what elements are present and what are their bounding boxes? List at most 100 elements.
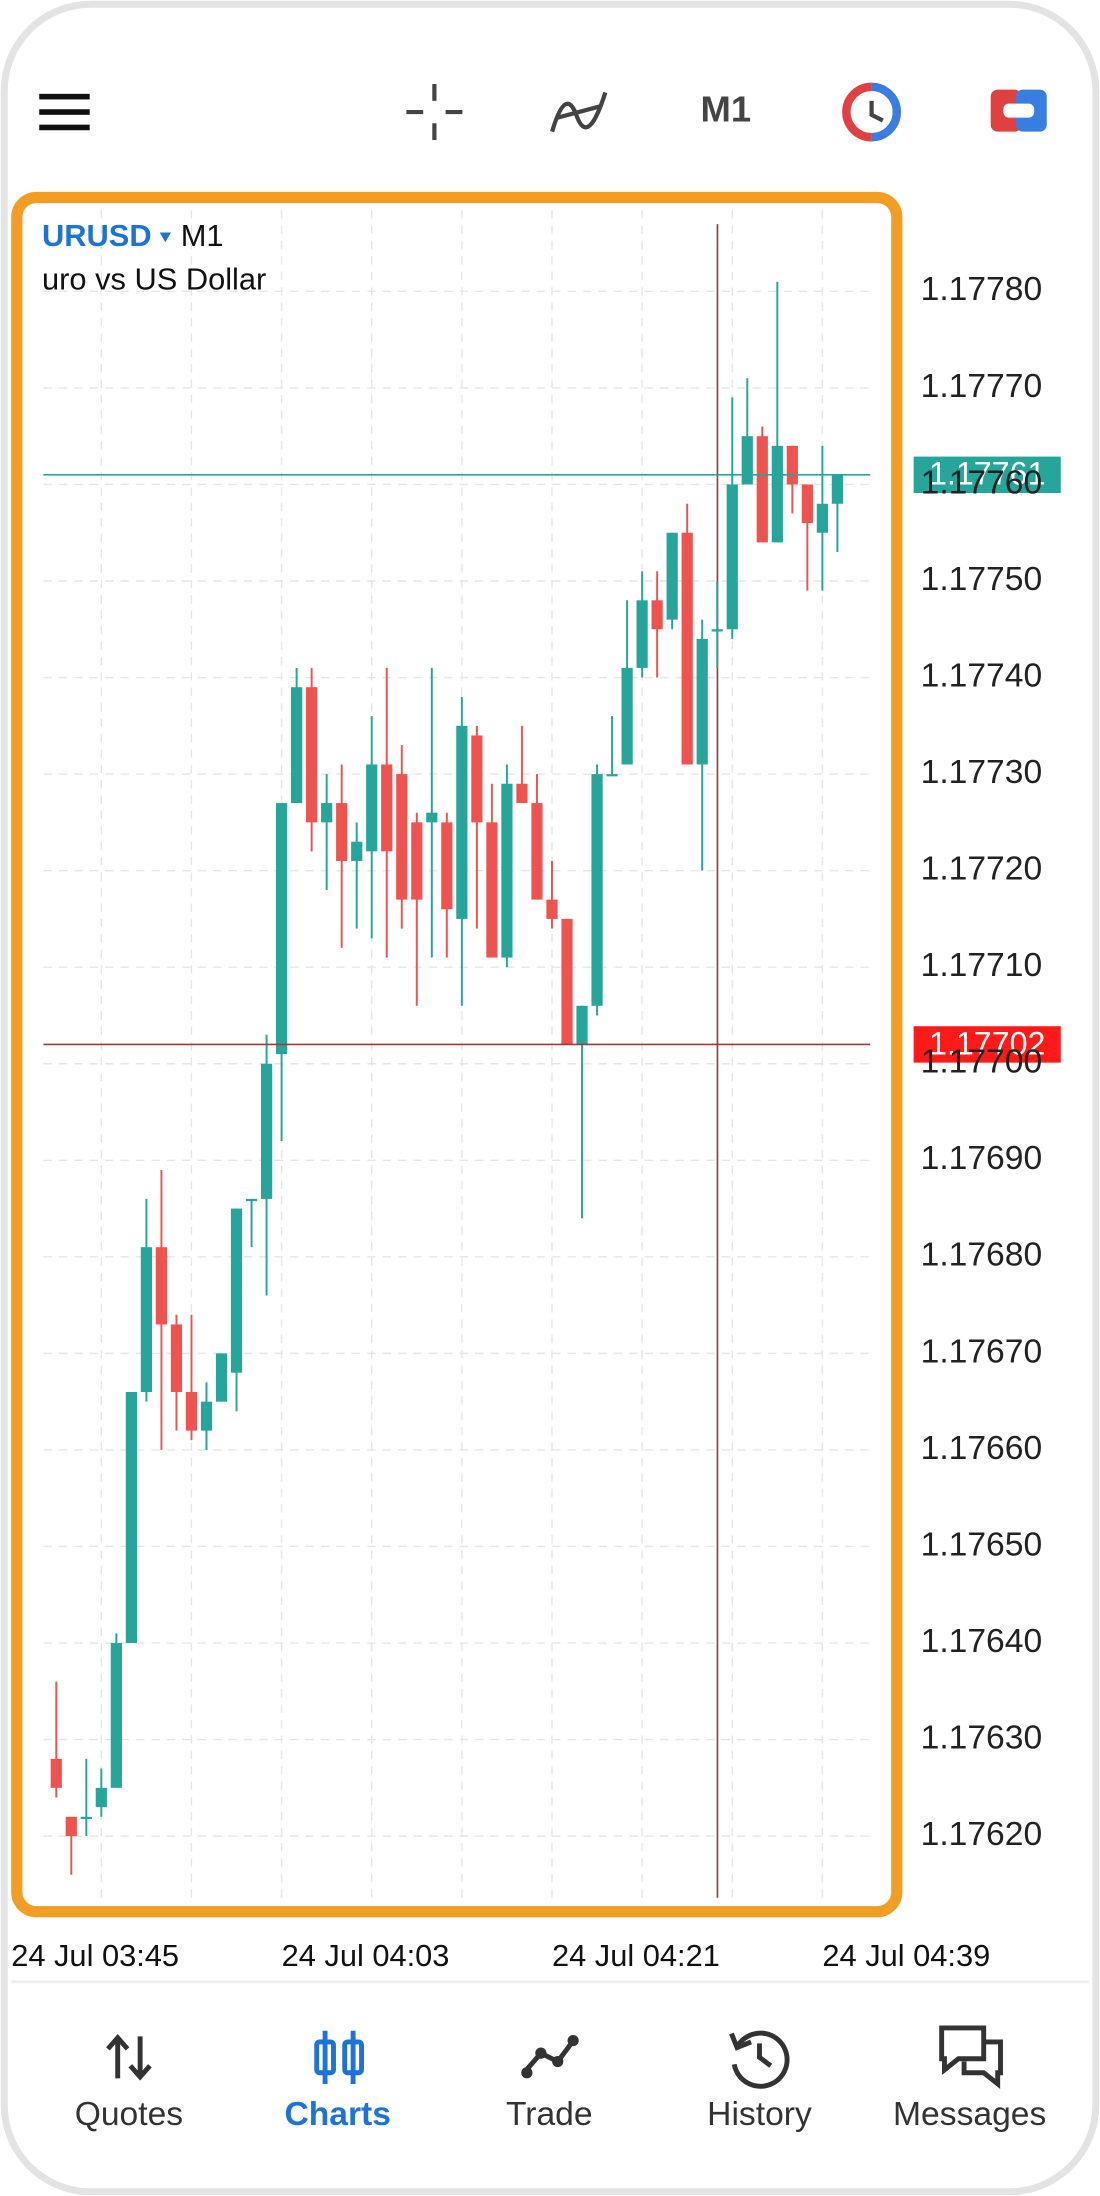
- timeframe-button[interactable]: M1: [701, 89, 752, 130]
- candle-body: [501, 783, 513, 958]
- y-tick-label: 1.17770: [921, 368, 1043, 405]
- candle-body: [426, 812, 438, 823]
- candle-body: [155, 1247, 168, 1325]
- candle-body: [366, 764, 378, 852]
- candle-body: [726, 484, 738, 630]
- charts-icon[interactable]: [314, 2030, 364, 2084]
- icon-dot: [567, 2034, 579, 2047]
- trade-icon[interactable]: [521, 2034, 579, 2079]
- nav-label[interactable]: Messages: [893, 2096, 1046, 2133]
- icon-dot: [535, 2047, 547, 2059]
- nav-label[interactable]: Trade: [506, 2096, 593, 2133]
- y-tick-label: 1.17710: [921, 947, 1043, 984]
- y-tick-label: 1.17750: [921, 561, 1043, 598]
- price-tag-label: 1.17702: [929, 1025, 1046, 1061]
- candle-body: [591, 774, 603, 1006]
- candle-body: [786, 445, 798, 485]
- candle-body: [621, 667, 633, 765]
- price-lines: 1.17761 1.17702: [43, 456, 1061, 1063]
- candle-body: [125, 1392, 137, 1644]
- icon-path: [939, 2025, 987, 2076]
- icon-dot: [552, 2055, 564, 2068]
- candle-body: [741, 436, 753, 485]
- icon-dot: [521, 2067, 533, 2079]
- indicators-button[interactable]: [550, 91, 608, 133]
- x-tick-label: 24 Jul 04:03: [282, 1938, 450, 1973]
- account-button[interactable]: [990, 89, 1047, 132]
- candle-body: [666, 532, 678, 620]
- candle-body: [831, 474, 844, 504]
- highlight-frame: [11, 191, 903, 1918]
- candle-body: [516, 783, 528, 804]
- candle-body: [396, 774, 408, 900]
- axes: 1.17620 1.17630 1.17640 1.17650 1.17660 1.176…: [11, 271, 1042, 1973]
- candle-body: [456, 725, 468, 919]
- nav-label[interactable]: Quotes: [75, 2096, 183, 2133]
- bottom-nav: Quotes Charts Trade History Messages: [75, 2025, 1046, 2133]
- menu-bar: [39, 124, 90, 131]
- candle-body: [140, 1247, 153, 1393]
- icon-path: [961, 2039, 1003, 2090]
- candle-body: [80, 1816, 92, 1820]
- candle-body: [306, 687, 318, 823]
- y-tick-label: 1.17720: [921, 851, 1043, 888]
- x-tick-label: 24 Jul 03:45: [11, 1938, 179, 1973]
- candle-body: [576, 1005, 588, 1045]
- candle-body: [696, 638, 708, 765]
- candle-body: [651, 600, 663, 630]
- candle-body: [681, 532, 693, 765]
- y-tick-label: 1.17730: [921, 754, 1043, 791]
- candle-body: [65, 1816, 77, 1837]
- candle-body: [260, 1063, 273, 1199]
- y-tick-label: 1.17670: [921, 1333, 1043, 1370]
- candle-body: [50, 1758, 62, 1788]
- y-tick-label: 1.17740: [921, 657, 1043, 694]
- trade-button[interactable]: [842, 82, 901, 142]
- icon-slot: [1003, 103, 1035, 118]
- y-tick-label: 1.17680: [921, 1237, 1043, 1274]
- menu-bar: [39, 109, 90, 115]
- price-tag-label: 1.17761: [929, 456, 1046, 492]
- x-tick-label: 24 Jul 04:39: [822, 1938, 990, 1973]
- y-tick-label: 1.17780: [921, 271, 1043, 308]
- candle-body: [215, 1353, 228, 1402]
- candle-body: [291, 687, 303, 804]
- icon-hand: [869, 100, 884, 123]
- y-tick-label: 1.17630: [921, 1719, 1043, 1756]
- chart-subtitle: uro vs US Dollar: [42, 262, 266, 297]
- grid: [43, 210, 871, 1898]
- quotes-icon[interactable]: [106, 2034, 152, 2081]
- y-tick-label: 1.17660: [921, 1430, 1043, 1467]
- icon-path: [522, 2037, 577, 2075]
- symbol-dropdown[interactable]: [159, 232, 171, 243]
- nav-label[interactable]: History: [707, 2096, 812, 2133]
- nav-label[interactable]: Charts: [284, 2096, 390, 2133]
- y-tick-label: 1.17640: [921, 1623, 1043, 1660]
- y-tick-label: 1.17620: [921, 1816, 1043, 1853]
- crosshair-button[interactable]: [406, 84, 463, 141]
- candle-body: [441, 822, 453, 910]
- candle-body: [275, 803, 288, 1055]
- messages-icon[interactable]: [939, 2025, 1003, 2090]
- icon-path: [106, 2034, 152, 2081]
- candle-body: [771, 445, 783, 543]
- chart-symbol[interactable]: URUSD: [42, 218, 152, 253]
- icon-path: [342, 2039, 364, 2076]
- icon-path: [729, 2032, 773, 2068]
- menu-button[interactable]: [39, 93, 90, 131]
- icon-path: [731, 2030, 790, 2089]
- candle-body: [245, 1198, 258, 1202]
- candles: [50, 281, 844, 1875]
- chart-timeframe: M1: [181, 218, 224, 253]
- candle-body: [801, 484, 813, 524]
- icon-arc: [871, 82, 901, 142]
- candle-body: [546, 899, 558, 919]
- candle-body: [170, 1324, 183, 1393]
- candle-body: [110, 1643, 122, 1788]
- price-tag: [913, 456, 1061, 494]
- price-tag: [913, 1026, 1061, 1063]
- history-icon[interactable]: [729, 2030, 790, 2089]
- candle-body: [381, 764, 393, 852]
